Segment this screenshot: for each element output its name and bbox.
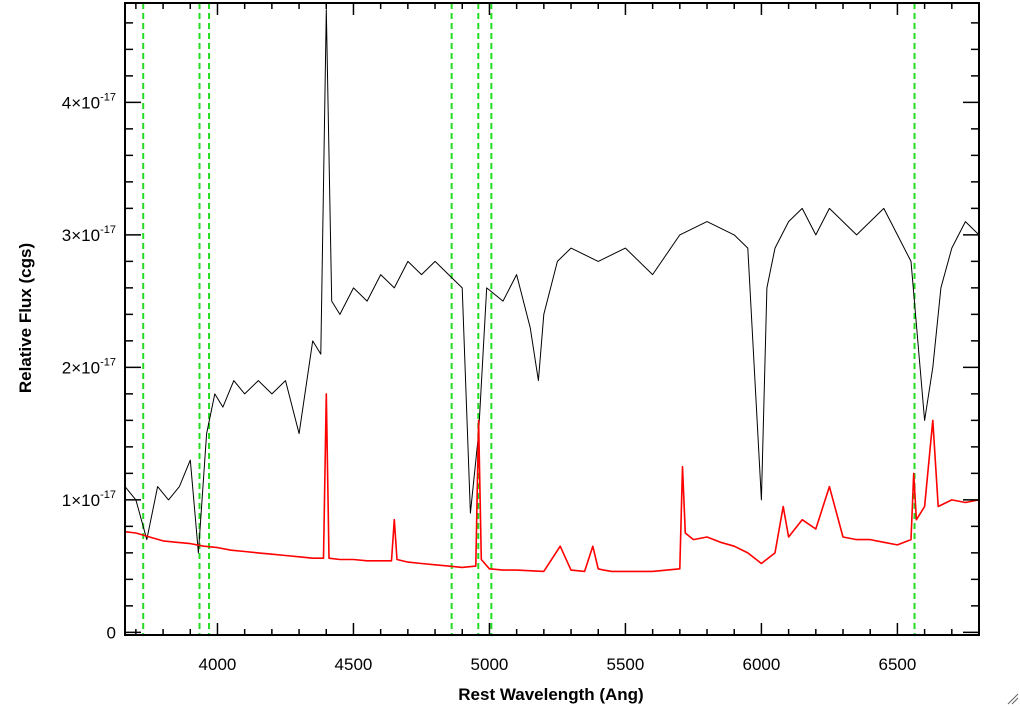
x-tick-label-3: 5500 bbox=[607, 655, 645, 674]
x-tick-label-1: 4500 bbox=[335, 655, 373, 674]
y-tick-label-0: 0 bbox=[107, 623, 116, 642]
x-tick-label-5: 6500 bbox=[878, 655, 916, 674]
series-line-1 bbox=[124, 393, 980, 573]
y-tick-exponent-2: -17 bbox=[100, 356, 116, 368]
resize-grip-icon[interactable] bbox=[1007, 693, 1019, 705]
x-axis-title: Rest Wavelength (Ang) bbox=[458, 685, 643, 704]
x-tick-label-0: 4000 bbox=[199, 655, 237, 674]
series-line-0 bbox=[124, 9, 980, 554]
plot-frame bbox=[124, 2, 980, 636]
tick-marks bbox=[125, 3, 980, 635]
series-group bbox=[124, 9, 980, 573]
emission-line-markers bbox=[142, 3, 916, 635]
y-tick-exponent-3: -17 bbox=[100, 224, 116, 236]
y-tick-exponent-1: -17 bbox=[100, 489, 116, 501]
x-tick-label-4: 6000 bbox=[743, 655, 781, 674]
x-tick-label-2: 5000 bbox=[471, 655, 509, 674]
axes-frame bbox=[124, 2, 980, 636]
y-tick-exponent-4: -17 bbox=[100, 91, 116, 103]
y-axis-title: Relative Flux (cgs) bbox=[16, 243, 35, 393]
